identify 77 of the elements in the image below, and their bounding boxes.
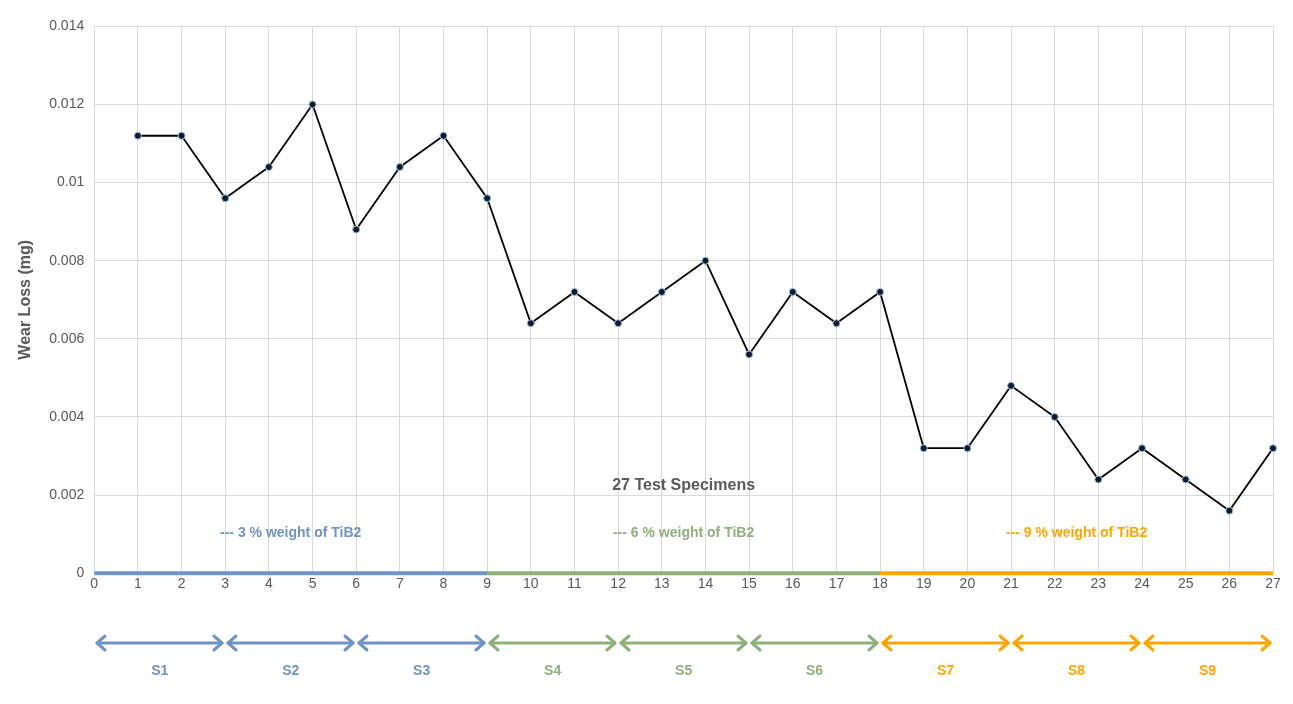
text: --- 3 % weight of TiB2 [220,524,362,541]
x-tick-label: 15 [741,575,758,592]
y-tick-label: 0.01 [56,173,85,190]
x-tick-label: 14 [697,575,714,592]
point [745,350,754,359]
x-tick-label: 13 [654,575,670,592]
point [614,319,623,328]
x-tick-label: 19 [915,575,932,592]
x-tick-label: 11 [567,575,582,592]
point [832,319,841,328]
y-tick-label: 0.006 [49,329,85,346]
point [1050,412,1059,421]
point [1181,475,1190,484]
x-tick-label: 3 [221,575,230,592]
point [177,131,186,140]
point [352,225,361,234]
x-tick-label: 8 [439,575,448,592]
point [483,194,492,203]
point [963,444,972,453]
point [439,131,448,140]
point [1094,475,1103,484]
x-tick-label: 17 [828,575,845,592]
text: S6 [806,662,824,679]
x-tick-label: 26 [1221,575,1238,592]
text: S8 [1067,662,1086,679]
point [1269,444,1277,453]
x-tick-label: 2 [177,575,186,592]
x-tick-label: 4 [264,575,273,592]
x-tick-label: 21 [1003,575,1020,592]
point [221,194,230,203]
text: S1 [151,662,169,679]
point [657,287,666,296]
x-tick-label: 6 [352,575,361,592]
point [570,287,579,296]
text: S9 [1198,662,1217,679]
point [701,256,710,265]
x-tick-label: 7 [395,575,404,592]
point [1007,381,1016,390]
x-tick-label: 18 [872,575,889,592]
x-axis-title: 27 Test Specimens [612,475,756,493]
x-tick-label: 24 [1134,575,1151,592]
point [308,100,317,109]
x-tick-label: 25 [1177,575,1194,592]
point [788,287,797,296]
text: --- 6 % weight of TiB2 [612,524,755,541]
point [876,287,885,296]
text: S2 [282,662,300,679]
text: --- 9 % weight of TiB2 [1005,524,1148,541]
point [1225,506,1234,515]
y-tick-label: 0.014 [49,17,85,34]
point [526,319,535,328]
x-tick-label: 12 [610,575,627,592]
x-tick-label: 10 [523,575,539,592]
y-tick-label: 0.008 [49,251,85,268]
y-axis-title: Wear Loss (mg) [16,239,34,360]
text: S5 [675,662,693,679]
point [264,163,273,172]
x-tick-label: 5 [308,575,317,592]
y-tick-label: 0.012 [49,95,85,112]
text: S4 [544,662,562,679]
x-tick-label: 27 [1265,575,1281,592]
x-tick-label: 9 [483,575,492,592]
x-tick-label: 16 [784,575,801,592]
x-tick-label: 1 [133,575,142,592]
text: S3 [413,662,431,679]
point [395,163,404,172]
x-tick-label: 22 [1046,575,1063,592]
text: S7 [937,662,955,679]
x-tick-label: 0 [90,575,99,592]
point [1138,444,1147,453]
y-tick-label: 0.004 [49,407,85,424]
y-tick-label: 0.002 [49,485,85,502]
x-tick-label: 23 [1090,575,1107,592]
x-tick-label: 20 [959,575,976,592]
point [133,131,142,140]
y-tick-label: 0 [76,564,85,581]
point [919,444,928,453]
